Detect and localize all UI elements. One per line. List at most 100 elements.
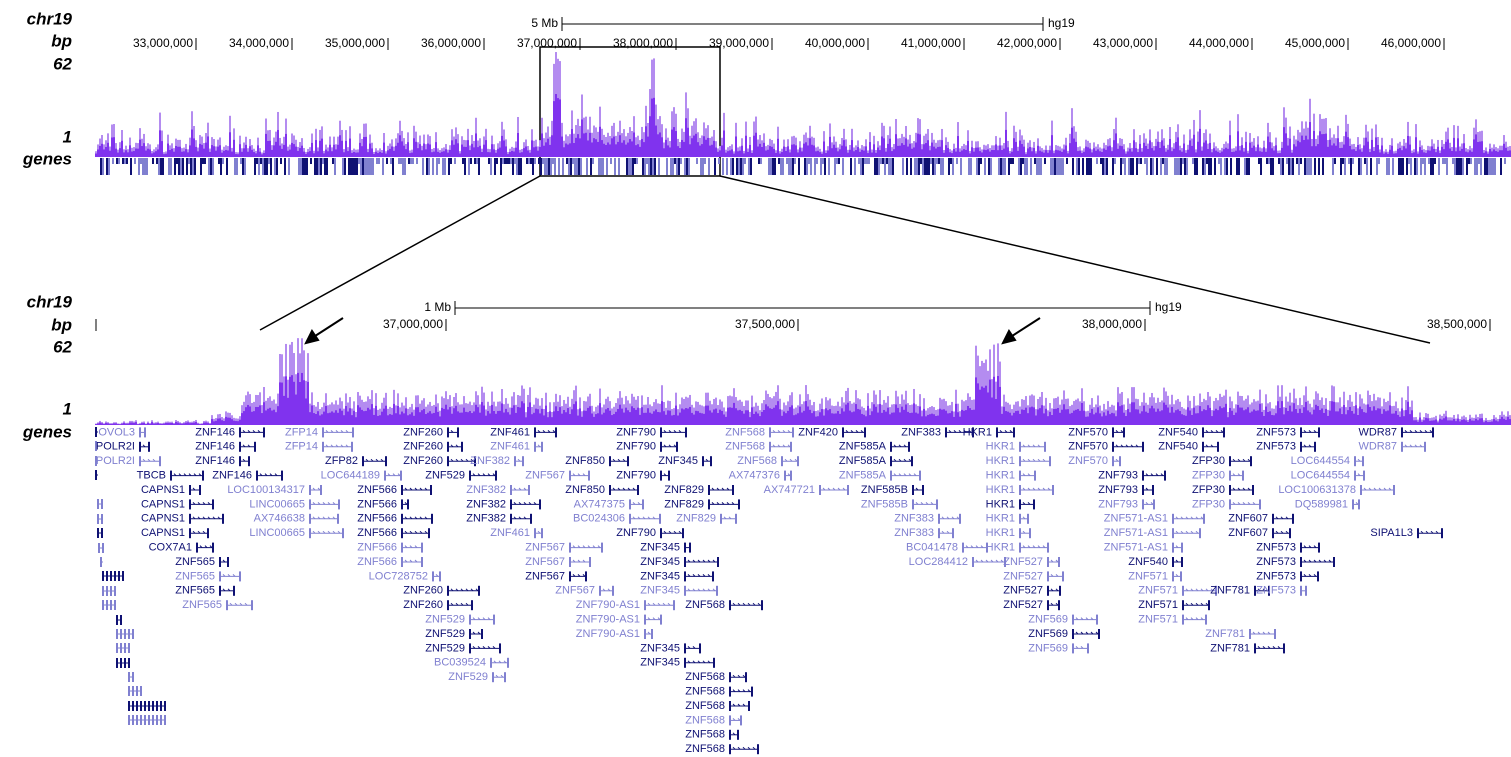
signal-bar (1275, 413, 1277, 425)
gene-label: ZNF793 (1098, 470, 1138, 482)
intron-tick (192, 530, 196, 534)
signal-bar (1343, 144, 1345, 157)
signal-bar (1487, 422, 1489, 425)
signal-bar (1373, 406, 1375, 425)
signal-bar (769, 146, 771, 157)
exon (1019, 542, 1021, 553)
signal-bar (805, 401, 807, 425)
gene-block (628, 158, 630, 175)
signal-bar (1273, 415, 1275, 425)
signal-bar (803, 143, 805, 157)
signal-bar (527, 150, 529, 157)
gene-block (354, 158, 356, 175)
signal-bar (831, 413, 833, 425)
signal-bar (657, 412, 659, 425)
signal-bar (1251, 147, 1253, 157)
signal-bar (679, 148, 681, 157)
intron-tick (898, 458, 902, 462)
exon (320, 485, 322, 495)
signal-bar (899, 145, 901, 157)
gene-block (778, 158, 780, 164)
signal-bar (153, 423, 155, 425)
signal-bar (565, 412, 567, 425)
intron-tick (1180, 530, 1184, 534)
gene-label: ZNF573 (1256, 556, 1296, 568)
exon (120, 615, 122, 625)
gene-label: BC024306 (573, 513, 625, 525)
signal-bar (101, 143, 103, 157)
signal-bar (175, 145, 177, 157)
signal-bar (703, 413, 705, 425)
intron-tick (572, 574, 576, 577)
gene-block (490, 158, 492, 175)
signal-bar (675, 131, 677, 157)
gene-label: ZNF850 (565, 455, 605, 467)
signal-bar (631, 141, 633, 157)
signal-bar (1217, 410, 1219, 425)
gene-block (568, 158, 570, 175)
intron-tick (687, 646, 691, 649)
signal-bar (1433, 420, 1435, 425)
exon (712, 571, 714, 582)
exon (609, 485, 611, 495)
signal-bar (661, 137, 663, 157)
exon (729, 715, 731, 726)
intron-tick (622, 458, 626, 462)
signal-bar (755, 411, 757, 425)
signal-bar (1417, 421, 1419, 425)
signal-bar (1045, 408, 1047, 425)
signal-bar (597, 413, 599, 425)
exon (1333, 557, 1335, 567)
signal-bar (645, 412, 647, 425)
exon (1019, 528, 1021, 539)
gene-label: ZNF568 (685, 671, 725, 683)
gene-block (1224, 158, 1226, 175)
intron-tick (572, 545, 576, 548)
intron-tick (1027, 487, 1031, 491)
gene-block (1422, 158, 1424, 164)
signal-bar (499, 410, 501, 425)
exon (116, 629, 118, 639)
intron-tick (1388, 487, 1392, 491)
gene-block (990, 158, 992, 175)
signal-bar (489, 152, 491, 157)
gene-block (1088, 158, 1090, 175)
intron-tick (264, 473, 268, 476)
signal-bar (515, 412, 517, 425)
exon (189, 528, 191, 539)
signal-bar (875, 406, 877, 425)
gene-block (780, 158, 782, 175)
gene-label: ZNF568 (725, 426, 765, 438)
signal-bar (1437, 146, 1439, 157)
gene-block (878, 158, 880, 175)
signal-bar (1003, 148, 1005, 157)
gene-block (876, 158, 878, 175)
signal-bar (1267, 136, 1269, 157)
gene-block (1494, 158, 1496, 175)
gene-block (1474, 158, 1476, 175)
gene-block (174, 158, 176, 175)
intron-tick (673, 530, 677, 534)
intron-tick (409, 516, 413, 520)
signal-bar (427, 412, 429, 425)
signal-bar (139, 139, 141, 157)
gene-block (156, 158, 158, 164)
signal-bar (95, 153, 97, 157)
gene-block (1430, 158, 1432, 175)
signal-bar (407, 415, 409, 425)
exon (352, 427, 354, 438)
gene-block (1458, 158, 1460, 175)
signal-bar (1321, 134, 1323, 157)
gene-block (1434, 158, 1436, 164)
intron-tick (668, 430, 672, 433)
signal-bar (429, 411, 431, 425)
intron-tick (1237, 487, 1241, 491)
intron-tick (1257, 646, 1261, 649)
intron-tick (533, 502, 537, 505)
signal-bar (283, 144, 285, 157)
signal-bar (709, 410, 711, 425)
intron-tick (893, 458, 897, 462)
gene-block (378, 158, 380, 164)
gene-block (316, 158, 318, 175)
signal-bar (979, 151, 981, 157)
